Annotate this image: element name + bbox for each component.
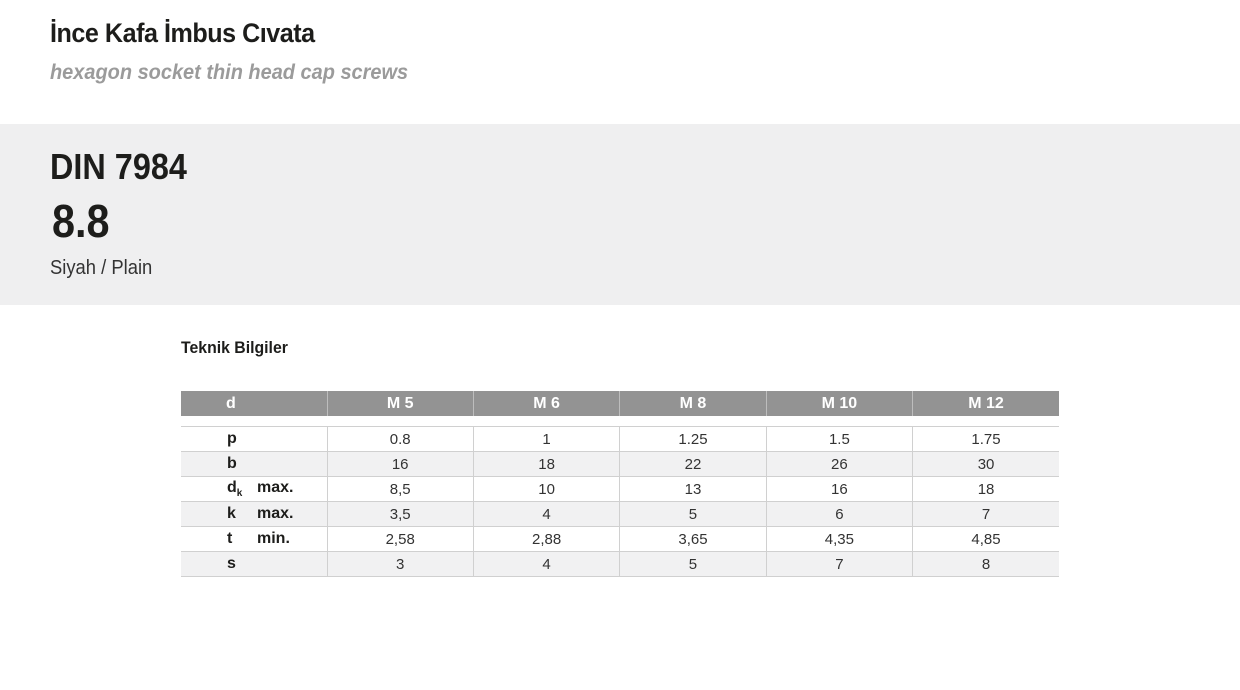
row-symbol-text: s [227, 555, 236, 572]
table-cell: 4 [473, 501, 621, 527]
standard-label: DIN 7984 [50, 146, 187, 187]
table-cell: 18 [473, 451, 621, 477]
row-label: k max. [181, 501, 328, 527]
table-cell: 8 [912, 551, 1059, 577]
row-label: dk max. [181, 476, 328, 502]
row-symbol-text: b [227, 455, 237, 472]
table-row: t min. 2,58 2,88 3,65 4,35 4,85 [181, 526, 1059, 552]
row-symbol-text: p [227, 430, 237, 447]
finish-label: Siyah / Plain [50, 257, 153, 279]
table-cell: 3 [327, 551, 474, 577]
grade-label: 8.8 [52, 195, 110, 247]
table-cell: 7 [912, 501, 1059, 527]
page-subtitle: hexagon socket thin head cap screws [50, 61, 409, 84]
table-row: dk max. 8,5 10 13 16 18 [181, 476, 1059, 502]
table-cell: 5 [619, 551, 767, 577]
row-symbol: k [227, 505, 249, 523]
table-cell: 1 [473, 426, 621, 452]
page-title: İnce Kafa İmbus Cıvata [50, 18, 315, 48]
row-label: t min. [181, 526, 328, 552]
table-cell: 3,65 [619, 526, 767, 552]
table-cell: 4 [473, 551, 621, 577]
header-cell-size: M 5 [327, 391, 474, 416]
row-symbol: p [227, 430, 249, 448]
table-cell: 4,85 [912, 526, 1059, 552]
table-cell: 26 [766, 451, 914, 477]
table-cell: 30 [912, 451, 1059, 477]
row-label: p [181, 426, 328, 452]
table-cell: 16 [766, 476, 914, 502]
row-symbol-text: k [227, 505, 236, 522]
row-symbol: s [227, 555, 249, 573]
table-cell: 7 [766, 551, 914, 577]
table-spacer [181, 416, 1059, 427]
row-qualifier: max. [257, 505, 294, 522]
table-cell: 1.5 [766, 426, 914, 452]
table-header-row: d M 5 M 6 M 8 M 10 M 12 [181, 391, 1059, 416]
section-heading: Teknik Bilgiler [181, 338, 288, 357]
table-cell: 0.8 [327, 426, 474, 452]
spec-table: d M 5 M 6 M 8 M 10 M 12 p 0.8 1 1.25 1.5 1.75… [181, 391, 1059, 577]
header-cell-size: M 6 [473, 391, 621, 416]
row-symbol-subscript: k [236, 488, 243, 499]
table-cell: 2,88 [473, 526, 621, 552]
row-label: b [181, 451, 328, 477]
table-row: p 0.8 1 1.25 1.5 1.75 [181, 426, 1059, 452]
table-cell: 2,58 [327, 526, 474, 552]
table-cell: 8,5 [327, 476, 474, 502]
table-cell: 13 [619, 476, 767, 502]
header-cell-size: M 8 [619, 391, 767, 416]
row-symbol-text: t [227, 530, 233, 547]
row-symbol: dk [227, 479, 249, 499]
row-symbol: b [227, 455, 249, 473]
header-cell-d: d [181, 391, 328, 416]
table-row: k max. 3,5 4 5 6 7 [181, 501, 1059, 527]
table-cell: 16 [327, 451, 474, 477]
table-cell: 18 [912, 476, 1059, 502]
table-cell: 1.25 [619, 426, 767, 452]
table-cell: 1.75 [912, 426, 1059, 452]
product-info-band: DIN 7984 8.8 Siyah / Plain [0, 124, 1240, 305]
table-row: b 16 18 22 26 30 [181, 451, 1059, 477]
table-cell: 10 [473, 476, 621, 502]
header-cell-size: M 12 [912, 391, 1059, 416]
row-qualifier: min. [257, 530, 290, 547]
header-cell-size: M 10 [766, 391, 914, 416]
row-symbol: t [227, 530, 249, 548]
row-qualifier: max. [257, 479, 294, 496]
row-symbol-text: d [227, 479, 237, 496]
table-cell: 5 [619, 501, 767, 527]
table-cell: 4,35 [766, 526, 914, 552]
table-cell: 6 [766, 501, 914, 527]
table-cell: 22 [619, 451, 767, 477]
row-label: s [181, 551, 328, 577]
table-cell: 3,5 [327, 501, 474, 527]
